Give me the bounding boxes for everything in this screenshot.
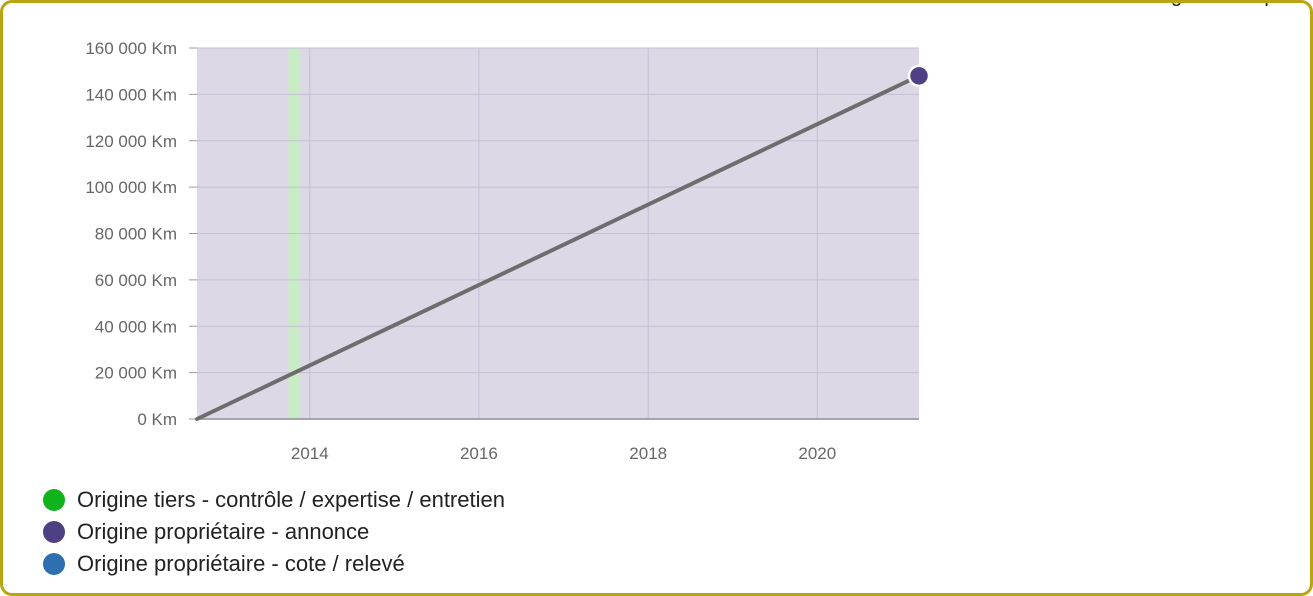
- series-lines: [195, 73, 921, 421]
- data-point-0: [907, 64, 931, 88]
- y-tick-label: 20 000 Km: [95, 364, 177, 383]
- legend-dot-annonce: [43, 521, 65, 543]
- data-markers: [907, 64, 931, 88]
- y-tick-label: 160 000 Km: [85, 39, 177, 58]
- legend-item-tiers[interactable]: Origine tiers - contrôle / expertise / e…: [43, 484, 505, 516]
- mileage-chart: 160 000 Km 140 000 Km 120 000 Km 100 000 Km…: [85, 39, 931, 463]
- y-tick-label: 0 Km: [137, 410, 177, 429]
- x-tick-label: 2018: [629, 444, 667, 463]
- y-tick-label: 140 000 Km: [85, 85, 177, 104]
- y-tick-label: 40 000 Km: [95, 317, 177, 336]
- legend-label-annonce: Origine propriétaire - annonce: [77, 519, 370, 544]
- grid-lines: [197, 47, 919, 419]
- y-tick-label: 100 000 Km: [85, 178, 177, 197]
- legend-item-annonce[interactable]: Origine propriétaire - annonce: [43, 516, 505, 548]
- y-tick-label: 120 000 Km: [85, 132, 177, 151]
- legend-label-tiers: Origine tiers - contrôle / expertise / e…: [77, 487, 505, 512]
- y-tick-label: 80 000 Km: [95, 225, 177, 244]
- x-tick-label: 2014: [291, 444, 329, 463]
- x-tick-label: 2016: [460, 444, 498, 463]
- y-tick-label: 60 000 Km: [95, 271, 177, 290]
- series-line-0: [195, 73, 921, 421]
- legend-dot-cote: [43, 553, 65, 575]
- legend: Origine tiers - contrôle / expertise / e…: [43, 484, 505, 580]
- legend-item-cote[interactable]: Origine propriétaire - cote / relevé: [43, 548, 505, 580]
- x-tick-label: 2020: [798, 444, 836, 463]
- tick-labels: 160 000 Km 140 000 Km 120 000 Km 100 000 Km…: [85, 39, 836, 463]
- chart-caption: Évolution du kilométrage du compteur: [974, 3, 1310, 8]
- legend-dot-tiers: [43, 489, 65, 511]
- legend-label-cote: Origine propriétaire - cote / relevé: [77, 551, 405, 576]
